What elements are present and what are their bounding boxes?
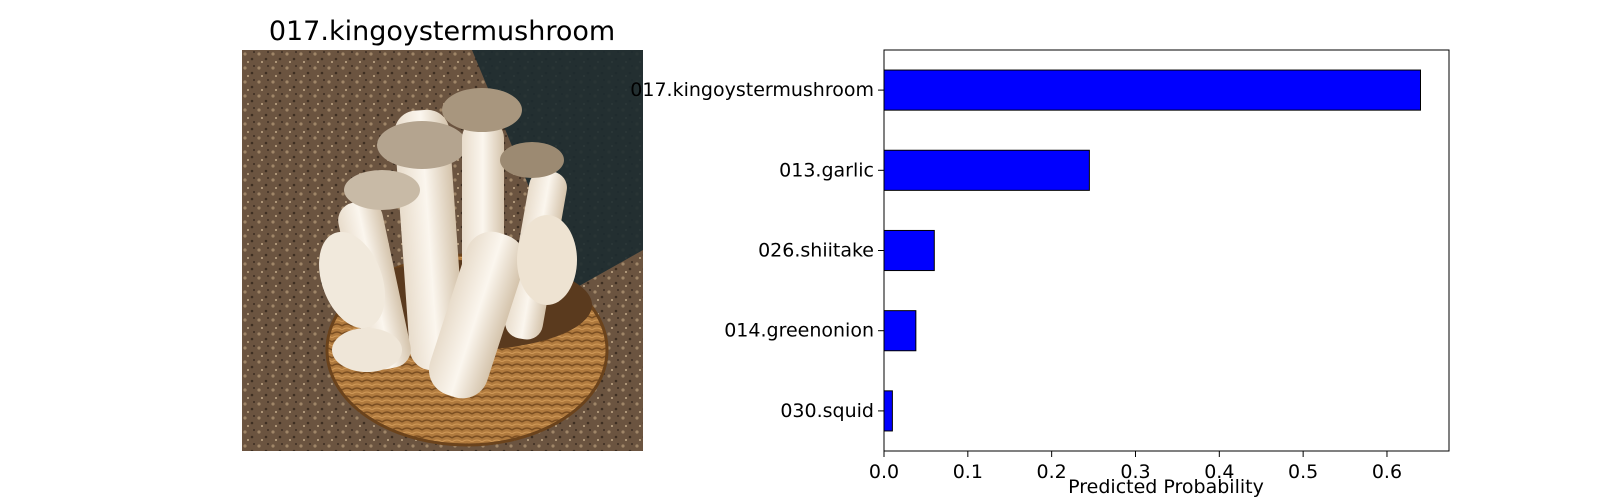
y-tick-label: 017.kingoystermushroom [630, 79, 874, 101]
mushroom-photo [242, 50, 643, 451]
bar-017.kingoystermushroom [883, 69, 1421, 111]
bar-030.squid [883, 390, 893, 432]
x-tick-label: 0.2 [1037, 461, 1067, 483]
x-tick-label: 0.1 [953, 461, 983, 483]
x-tick-label: 0.4 [1204, 461, 1234, 483]
bar-026.shiitake [883, 229, 935, 272]
x-axis-label: Predicted Probability [1068, 476, 1264, 498]
x-tick-label: 0.3 [1120, 461, 1150, 483]
bar-013.garlic [883, 149, 1090, 191]
y-tick-label: 014.greenonion [724, 320, 874, 342]
y-tick-label: 026.shiitake [758, 240, 874, 262]
x-tick-label: 0.6 [1372, 461, 1402, 483]
x-tick-label: 0.5 [1288, 461, 1318, 483]
x-tick-label: 0.0 [869, 461, 899, 483]
y-tick-label: 013.garlic [779, 159, 874, 181]
y-tick-label: 030.squid [780, 400, 874, 422]
bar-014.greenonion [883, 310, 917, 352]
image-title: 017.kingoystermushroom [268, 16, 616, 47]
